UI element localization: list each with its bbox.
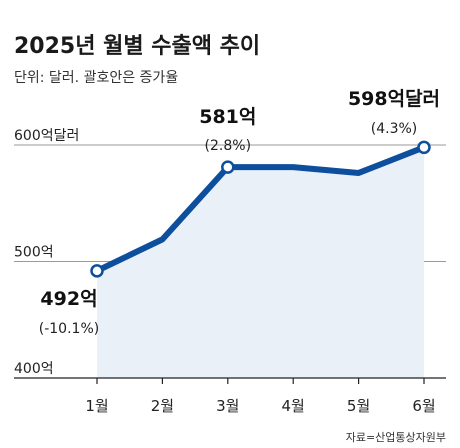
growth-rate-label: (-10.1%) [39,321,99,337]
data-point-marker [417,140,431,155]
data-value-label: 492억 [40,288,97,310]
data-value-label: 581억 [199,106,256,128]
y-tick-label: 500억 [14,245,54,261]
growth-rate-label: (4.3%) [371,121,418,137]
x-tick-label: 1월 [85,397,108,415]
series-line [94,144,427,274]
data-value-label: 598억달러 [348,88,440,110]
data-point-marker [90,264,104,278]
x-axis [14,377,446,384]
source-note: 자료=산업통상자원부 [346,431,446,444]
x-tick-label: 6월 [412,397,435,415]
y-tick-label: 600억달러 [14,128,79,144]
area-fill-group [97,147,424,378]
data-annotations: 492억 (-10.1%) 581억 (2.8%) 598억달러 (4.3%) [39,88,440,337]
chart-title: 2025년 월별 수출액 추이 [14,34,260,59]
chart-subtitle: 단위: 달러. 괄호안은 증가율 [14,70,178,86]
x-tick-label: 5월 [347,397,370,415]
x-tick-label: 4월 [282,397,305,415]
series-line-group [94,144,427,274]
y-tick-label: 400억 [14,361,54,377]
growth-rate-label: (2.8%) [205,138,252,154]
data-point-marker [221,160,235,174]
tick-labels: 600억달러 500억 400억 1월 2월 3월 4월 5월 6월 [14,128,436,415]
x-tick-label: 2월 [151,397,174,415]
data-markers [90,140,431,278]
x-tick-label: 3월 [216,397,239,415]
area-fill [97,147,424,378]
